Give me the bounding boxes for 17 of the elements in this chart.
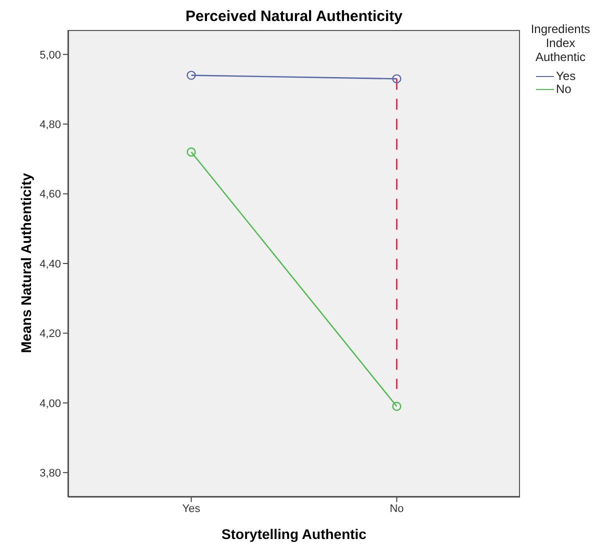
point — [186, 70, 196, 80]
y-tick-label: 4,80 — [40, 119, 61, 131]
y-tick-label: 3,80 — [40, 468, 61, 480]
y-tick-label: 5,00 — [40, 49, 61, 62]
legend-label: No — [556, 82, 572, 96]
y-tick-label: 4,40 — [40, 258, 61, 270]
y-tick-label: 4,60 — [40, 188, 61, 201]
point — [186, 147, 196, 157]
y-tick-label: 4,20 — [40, 328, 61, 340]
point — [392, 402, 402, 411]
y-tick-label: 4,00 — [40, 398, 61, 410]
point — [392, 74, 402, 84]
chart-title: Perceived Natural Authenticity — [184, 8, 404, 25]
x-axis-title: Storytelling Authentic — [220, 526, 368, 542]
legend-label: Yes — [556, 69, 576, 83]
y-axis-title: Means Natural Authenticity — [18, 172, 34, 354]
legend-title: Ingredients Index Authentic — [530, 22, 592, 64]
